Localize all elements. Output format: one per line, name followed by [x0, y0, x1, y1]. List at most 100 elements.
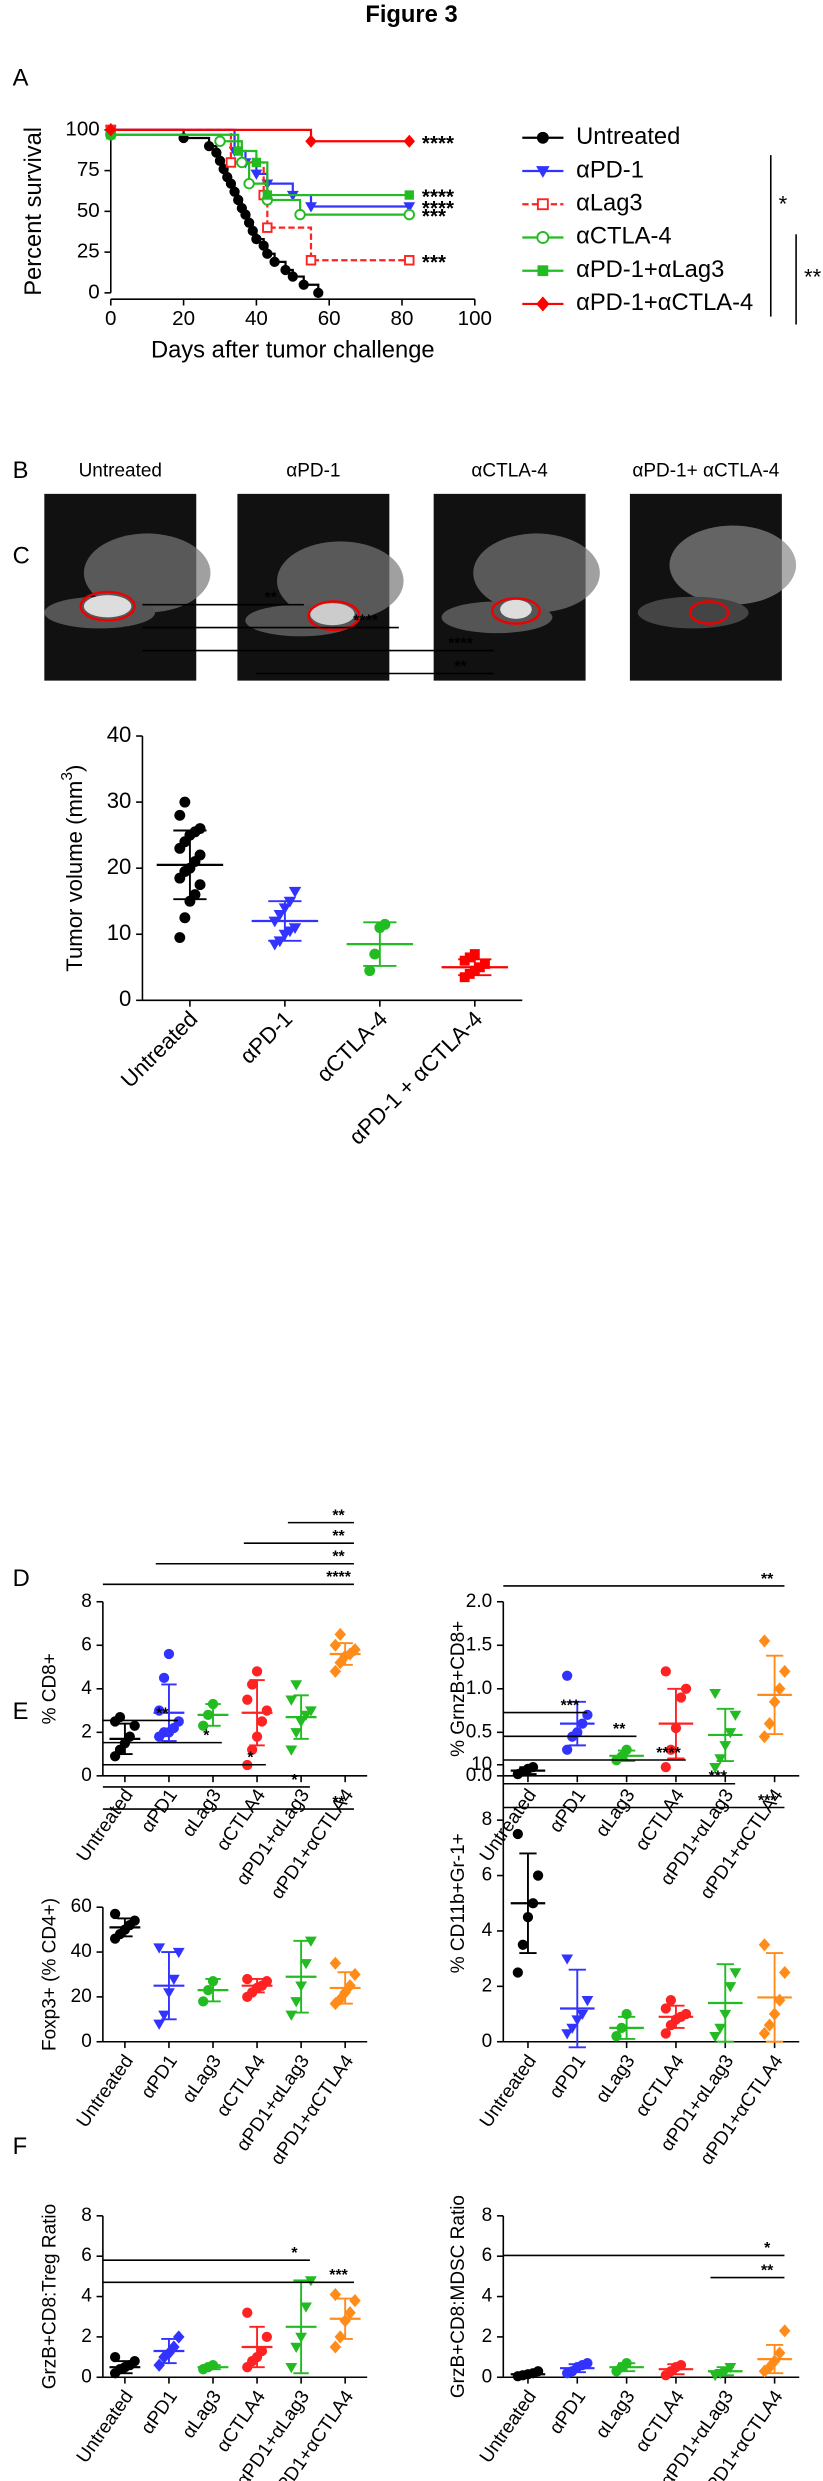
y-tick-label: 8	[482, 1809, 493, 1830]
marker	[288, 923, 302, 935]
y-axis-label: GrzB+CD8:Treg Ratio	[40, 2204, 61, 2390]
y-tick-label: 0	[81, 2031, 92, 2052]
significance-label: **	[156, 1705, 169, 1722]
marker	[379, 918, 391, 930]
marker	[403, 208, 415, 221]
marker	[225, 157, 237, 168]
x-tick-label: 40	[245, 307, 268, 330]
marker	[109, 1908, 121, 1920]
marker	[173, 1716, 184, 1727]
significance-label: ****	[422, 197, 454, 220]
y-axis-label: Percent survival	[21, 127, 47, 296]
y-tick-label: 100	[65, 117, 99, 140]
significance-label: ****	[656, 1745, 681, 1762]
panel-label: D	[13, 1566, 30, 1592]
significance-label: ****	[448, 635, 473, 652]
marker	[536, 166, 550, 178]
marker	[294, 208, 306, 221]
significance-label: *	[247, 1750, 254, 1767]
marker	[243, 177, 255, 190]
y-axis-label: % CD8+	[40, 1653, 61, 1724]
marker	[290, 1680, 303, 1691]
marker	[233, 146, 243, 156]
marker	[262, 190, 272, 200]
marker	[109, 2351, 121, 2363]
marker	[403, 134, 416, 148]
marker	[329, 2340, 342, 2354]
marker	[305, 202, 317, 213]
marker	[369, 948, 381, 960]
x-tick-label: 60	[318, 307, 341, 330]
marker	[773, 1682, 786, 1696]
significance-label: ****	[422, 132, 454, 155]
marker	[536, 230, 550, 244]
marker	[763, 2018, 776, 2032]
significance-label: **	[613, 1721, 626, 1738]
y-tick-label: 2	[482, 1975, 493, 1996]
significance-label: *	[764, 2240, 771, 2257]
x-tick-label: Untreated	[476, 2387, 541, 2467]
marker	[709, 1688, 722, 1700]
significance-label: ***	[422, 205, 446, 228]
y-axis-label: % CD11b+Gr-1+	[448, 1833, 469, 1973]
survival-curve	[110, 133, 410, 197]
y-tick-label: 0	[88, 280, 99, 303]
x-axis-label: Days after tumor challenge	[151, 338, 435, 364]
x-tick-label: 100	[458, 307, 492, 330]
marker	[285, 1745, 298, 1756]
marker	[724, 1982, 737, 1993]
y-tick-label: 4	[482, 2286, 493, 2307]
significance-label: ***	[329, 2267, 348, 2284]
marker	[536, 296, 550, 312]
y-tick-label: 1.0	[466, 1678, 492, 1699]
panel-label: F	[13, 2134, 27, 2160]
y-tick-label: 40	[107, 722, 132, 747]
x-tick-label: αPD1	[546, 2387, 591, 2438]
marker	[581, 1995, 594, 2007]
significance-label: ***	[561, 1697, 580, 1714]
marker	[250, 169, 263, 180]
panel-label: E	[13, 1699, 29, 1725]
marker	[305, 255, 317, 266]
x-tick-label: αPD1	[546, 1785, 591, 1836]
y-tick-label: 6	[81, 1634, 92, 1655]
marker	[660, 1666, 671, 1677]
marker	[158, 2010, 170, 2021]
marker	[261, 1976, 272, 1987]
marker	[203, 141, 215, 152]
marker	[675, 1692, 687, 1703]
x-tick-label: αPD-1	[235, 1006, 297, 1068]
marker	[167, 1974, 180, 1985]
marker	[582, 2357, 593, 2369]
mri-images	[44, 493, 797, 681]
x-tick-label: αLag3	[592, 1785, 640, 1841]
marker	[576, 2009, 589, 2021]
marker	[158, 1672, 170, 1684]
x-tick-label: αLag3	[592, 2387, 640, 2443]
y-axis-label-text: % GrnzB+CD8+	[448, 1621, 469, 1757]
significance-label: ***	[758, 1792, 777, 1809]
image-label: αPD-1+ αCTLA-4	[632, 461, 779, 482]
x-tick-label: αPD1	[137, 1785, 182, 1836]
marker	[729, 1710, 742, 1721]
figure-title: Figure 3	[365, 2, 457, 28]
marker	[290, 1728, 303, 1739]
marker	[290, 1997, 303, 2008]
significance-label: ***	[709, 1769, 728, 1786]
marker	[194, 849, 206, 861]
marker	[724, 1728, 737, 1739]
marker	[537, 265, 549, 277]
marker	[300, 1710, 312, 1721]
y-tick-label: 6	[81, 2245, 92, 2266]
marker	[236, 156, 248, 169]
significance-label: **	[332, 1507, 345, 1524]
marker	[536, 131, 549, 144]
significance-label: *	[779, 192, 788, 217]
x-tick-label: 80	[391, 307, 414, 330]
marker	[313, 287, 324, 299]
marker	[242, 2307, 253, 2318]
marker	[349, 1643, 361, 1657]
y-axis-label-text: Foxp3+ (% CD4+)	[40, 1898, 61, 2051]
panel-label: B	[13, 458, 29, 484]
y-tick-label: 8	[482, 2205, 493, 2226]
